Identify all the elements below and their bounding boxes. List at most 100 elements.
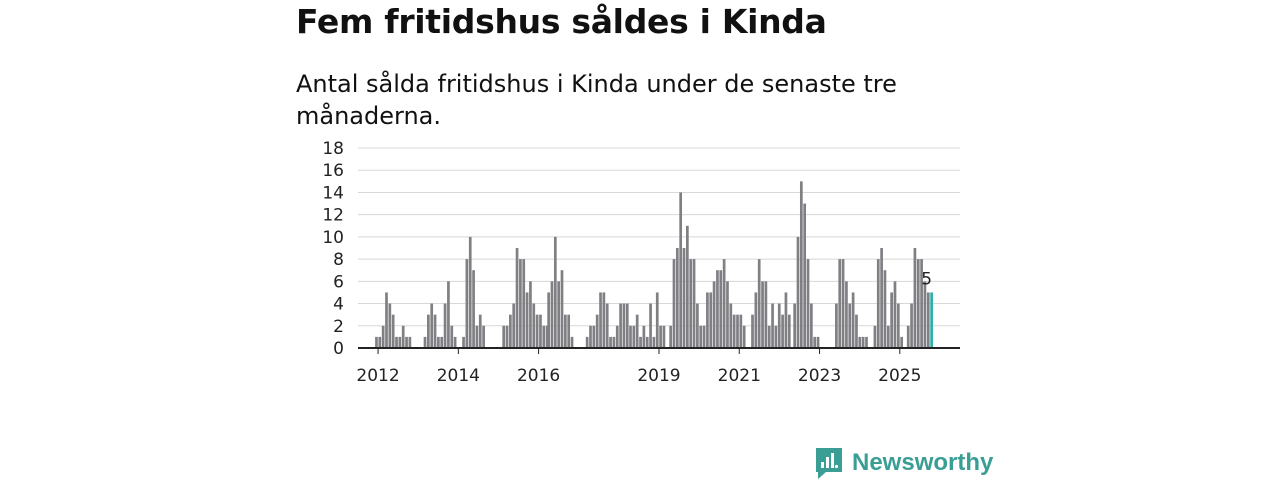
bar bbox=[625, 303, 629, 348]
bar bbox=[629, 325, 632, 348]
bar bbox=[542, 325, 546, 348]
bar bbox=[781, 314, 784, 348]
bar bbox=[761, 281, 764, 348]
bar bbox=[478, 314, 482, 348]
bar bbox=[784, 292, 788, 348]
bar bbox=[706, 292, 709, 348]
bar bbox=[726, 281, 729, 348]
newsworthy-logo: Newsworthy bbox=[814, 446, 993, 480]
bar bbox=[767, 325, 771, 348]
y-tick-label: 18 bbox=[322, 139, 344, 159]
bar bbox=[865, 336, 868, 348]
bar bbox=[649, 303, 652, 348]
bar bbox=[754, 292, 758, 348]
bar bbox=[861, 336, 865, 348]
bar bbox=[472, 270, 475, 348]
bar bbox=[401, 325, 405, 348]
bar bbox=[502, 325, 506, 348]
bar bbox=[427, 314, 430, 348]
bar bbox=[729, 303, 733, 348]
bar bbox=[443, 303, 447, 348]
bar bbox=[375, 336, 378, 348]
bar bbox=[926, 292, 930, 348]
bar bbox=[557, 281, 561, 348]
bar bbox=[675, 248, 679, 348]
bar bbox=[686, 225, 689, 348]
x-tick-label: 2025 bbox=[878, 366, 921, 386]
bar bbox=[841, 259, 845, 348]
bar bbox=[813, 336, 817, 348]
bar bbox=[599, 292, 602, 348]
bar bbox=[719, 270, 723, 348]
bar bbox=[679, 192, 683, 348]
bar bbox=[482, 325, 485, 348]
bar bbox=[563, 314, 567, 348]
bar bbox=[639, 336, 642, 348]
bar bbox=[395, 336, 398, 348]
bar bbox=[437, 336, 440, 348]
bar bbox=[858, 336, 862, 348]
bar bbox=[450, 325, 454, 348]
bar bbox=[381, 325, 385, 348]
bar bbox=[585, 336, 589, 348]
x-tick-label: 2019 bbox=[637, 366, 680, 386]
bar bbox=[896, 303, 900, 348]
bar bbox=[722, 259, 726, 348]
bar bbox=[799, 181, 803, 348]
bar bbox=[462, 336, 465, 348]
bar bbox=[529, 281, 532, 348]
bar bbox=[835, 303, 838, 348]
y-tick-label: 4 bbox=[333, 295, 344, 315]
bar bbox=[742, 325, 746, 348]
bar bbox=[851, 292, 855, 348]
bar bbox=[589, 325, 592, 348]
bar bbox=[774, 325, 778, 348]
x-tick-label: 2021 bbox=[718, 366, 761, 386]
bar bbox=[845, 281, 848, 348]
bar bbox=[716, 270, 719, 348]
bar bbox=[635, 314, 639, 348]
bar bbox=[669, 325, 672, 348]
bar bbox=[550, 281, 554, 348]
bar bbox=[539, 314, 542, 348]
bar bbox=[787, 314, 791, 348]
bar bbox=[475, 325, 479, 348]
bar bbox=[553, 236, 557, 348]
bar bbox=[838, 259, 842, 348]
bar bbox=[906, 325, 910, 348]
bar bbox=[916, 259, 920, 348]
y-tick-label: 0 bbox=[333, 339, 344, 359]
bar bbox=[519, 259, 522, 348]
bar bbox=[920, 259, 923, 348]
bar bbox=[465, 259, 469, 348]
bar bbox=[662, 325, 666, 348]
bar-highlight bbox=[930, 292, 933, 348]
bar bbox=[612, 336, 616, 348]
bar bbox=[883, 270, 887, 348]
bar bbox=[816, 336, 820, 348]
bar bbox=[736, 314, 739, 348]
x-axis-ticks: 2012 2014 2016 2019 2021 2023 2025 bbox=[356, 348, 921, 386]
bar bbox=[876, 259, 880, 348]
bar bbox=[632, 325, 636, 348]
bar bbox=[696, 303, 699, 348]
bar bbox=[405, 336, 408, 348]
bar bbox=[408, 336, 412, 348]
bar bbox=[777, 303, 781, 348]
newsworthy-wordmark: Newsworthy bbox=[852, 449, 994, 476]
bar bbox=[391, 314, 395, 348]
bar bbox=[615, 325, 619, 348]
bar bbox=[378, 336, 382, 348]
bar bbox=[433, 314, 437, 348]
bar bbox=[505, 325, 509, 348]
y-tick-label: 12 bbox=[322, 206, 344, 226]
bar bbox=[771, 303, 774, 348]
bar bbox=[440, 336, 444, 348]
bar bbox=[423, 336, 427, 348]
bar bbox=[739, 314, 743, 348]
bar bbox=[893, 281, 897, 348]
gridlines bbox=[358, 147, 960, 327]
bar bbox=[525, 292, 529, 348]
